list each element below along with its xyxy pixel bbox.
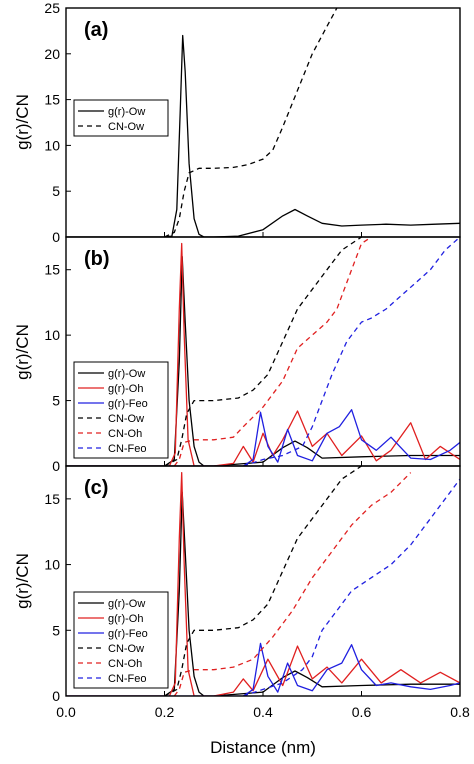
y-tick-label-a-2: 10 bbox=[44, 137, 60, 153]
y-tick-label-c-3: 15 bbox=[44, 491, 60, 507]
series-line-c-1 bbox=[66, 471, 460, 696]
legend-label-b-5: CN-Feo bbox=[108, 443, 147, 455]
y-tick-label-a-3: 15 bbox=[44, 92, 60, 108]
y-tick-label-a-5: 25 bbox=[44, 0, 60, 16]
legend-label-b-3: CN-Ow bbox=[108, 413, 144, 425]
y-tick-label-a-4: 20 bbox=[44, 46, 60, 62]
x-axis-title: Distance (nm) bbox=[210, 738, 316, 757]
panel-tag-b: (b) bbox=[84, 248, 110, 270]
y-tick-label-a-0: 0 bbox=[52, 229, 60, 245]
y-tick-label-c-0: 0 bbox=[52, 688, 60, 704]
y-tick-label-b-1: 5 bbox=[52, 393, 60, 409]
series-line-b-0 bbox=[66, 255, 460, 466]
y-axis-title-b: g(r)/CN bbox=[13, 324, 32, 380]
series-line-a-1 bbox=[164, 8, 338, 237]
y-tick-label-a-1: 5 bbox=[52, 183, 60, 199]
legend-label-c-3: CN-Ow bbox=[108, 643, 144, 655]
legend-label-c-1: g(r)-Oh bbox=[108, 613, 143, 625]
series-group-c bbox=[66, 466, 460, 696]
y-axis-title-c: g(r)/CN bbox=[13, 553, 32, 609]
legend-label-c-2: g(r)-Feo bbox=[108, 628, 148, 640]
legend-box-c bbox=[73, 591, 169, 689]
legend-label-b-2: g(r)-Feo bbox=[108, 398, 148, 410]
legend-label-b-0: g(r)-Ow bbox=[108, 368, 145, 380]
panel-a: 0 5 10 15 20 25 (a) g(r)-Ow CN-Ow bbox=[44, 0, 461, 245]
legend-box-a bbox=[73, 99, 169, 137]
y-axis-title-a: g(r)/CN bbox=[13, 94, 32, 150]
panel-tag-a: (a) bbox=[84, 19, 108, 41]
panel-c: 0 5 10 15 0.0 0.2 0.4 0.6 0.8 (c) g(r)-Ow g(r)-Oh g(… bbox=[44, 465, 470, 720]
series-line-c-0 bbox=[66, 491, 460, 696]
legend-label-a-0: g(r)-Ow bbox=[108, 106, 145, 118]
series-line-c-4 bbox=[173, 472, 412, 696]
y-tick-label-b-0: 0 bbox=[52, 458, 60, 474]
legend-box-b bbox=[73, 361, 169, 459]
legend-label-b-1: g(r)-Oh bbox=[108, 383, 143, 395]
x-tick-label-3: 0.6 bbox=[352, 704, 372, 720]
series-group-b bbox=[66, 237, 460, 466]
legend-label-c-0: g(r)-Ow bbox=[108, 598, 145, 610]
series-line-c-5 bbox=[243, 478, 460, 696]
legend-label-c-4: CN-Oh bbox=[108, 658, 142, 670]
series-line-b-3 bbox=[164, 237, 362, 466]
series-line-b-2 bbox=[66, 409, 460, 466]
x-tick-label-2: 0.4 bbox=[253, 704, 273, 720]
panel-b: 0 5 10 15 (b) g(r)-Ow g(r)-Oh g(r)-Feo CN-Ow CN-O… bbox=[44, 236, 461, 474]
series-line-b-4 bbox=[173, 237, 372, 466]
x-tick-label-0: 0.0 bbox=[56, 704, 76, 720]
legend-label-c-5: CN-Feo bbox=[108, 673, 147, 685]
panel-tag-c: (c) bbox=[84, 477, 108, 499]
series-line-c-3 bbox=[164, 466, 362, 696]
legend-label-a-1: CN-Ow bbox=[108, 121, 144, 133]
x-tick-label-1: 0.2 bbox=[155, 704, 175, 720]
legend-label-b-4: CN-Oh bbox=[108, 428, 142, 440]
series-line-c-2 bbox=[66, 642, 460, 696]
y-tick-label-c-1: 5 bbox=[52, 622, 60, 638]
x-tick-label-4: 0.8 bbox=[450, 704, 470, 720]
y-tick-label-b-2: 10 bbox=[44, 327, 60, 343]
y-tick-label-b-3: 15 bbox=[44, 262, 60, 278]
y-tick-label-c-2: 10 bbox=[44, 557, 60, 573]
